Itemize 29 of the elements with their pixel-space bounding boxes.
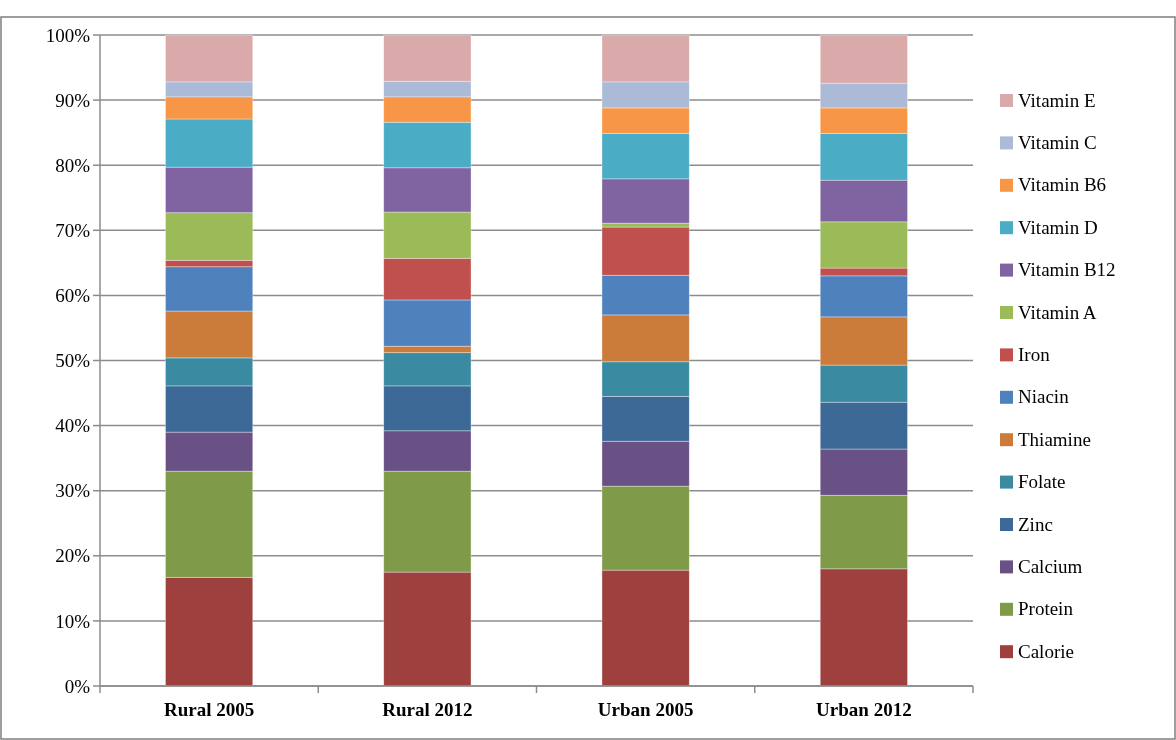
- x-tick-label: Rural 2005: [164, 699, 255, 720]
- legend-label: Zinc: [1018, 513, 1053, 535]
- y-tick-label: 50%: [55, 350, 91, 372]
- legend-label: Vitamin A: [1018, 301, 1097, 323]
- x-tick-label: Urban 2005: [597, 699, 694, 720]
- legend-label: Niacin: [1018, 386, 1070, 408]
- y-tick-label: 100%: [45, 24, 91, 46]
- y-tick-label: 10%: [55, 610, 91, 632]
- legend-label: Folate: [1018, 471, 1066, 493]
- y-tick-label: 80%: [55, 154, 91, 176]
- x-tick-label: Urban 2012: [816, 699, 912, 720]
- y-tick-label: 90%: [55, 89, 91, 111]
- legend-label: Calcium: [1018, 556, 1083, 578]
- legend-label: Vitamin C: [1018, 132, 1097, 154]
- legend-label: Protein: [1018, 598, 1074, 620]
- legend-label: Vitamin B12: [1018, 259, 1116, 281]
- y-tick-label: 70%: [55, 219, 91, 241]
- legend-label: Vitamin D: [1018, 216, 1098, 238]
- legend-label: Calorie: [1018, 640, 1074, 662]
- y-tick-label: 30%: [55, 480, 91, 502]
- y-tick-label: 60%: [55, 285, 91, 307]
- x-tick-label: Rural 2012: [382, 699, 473, 720]
- legend-label: Thiamine: [1018, 428, 1091, 450]
- y-tick-label: 20%: [55, 545, 91, 567]
- legend-label: Vitamin B6: [1018, 174, 1107, 196]
- legend-label: Vitamin E: [1018, 89, 1096, 111]
- legend-label: Iron: [1018, 344, 1051, 366]
- y-tick-label: 40%: [55, 415, 91, 437]
- y-tick-label: 0%: [64, 675, 91, 697]
